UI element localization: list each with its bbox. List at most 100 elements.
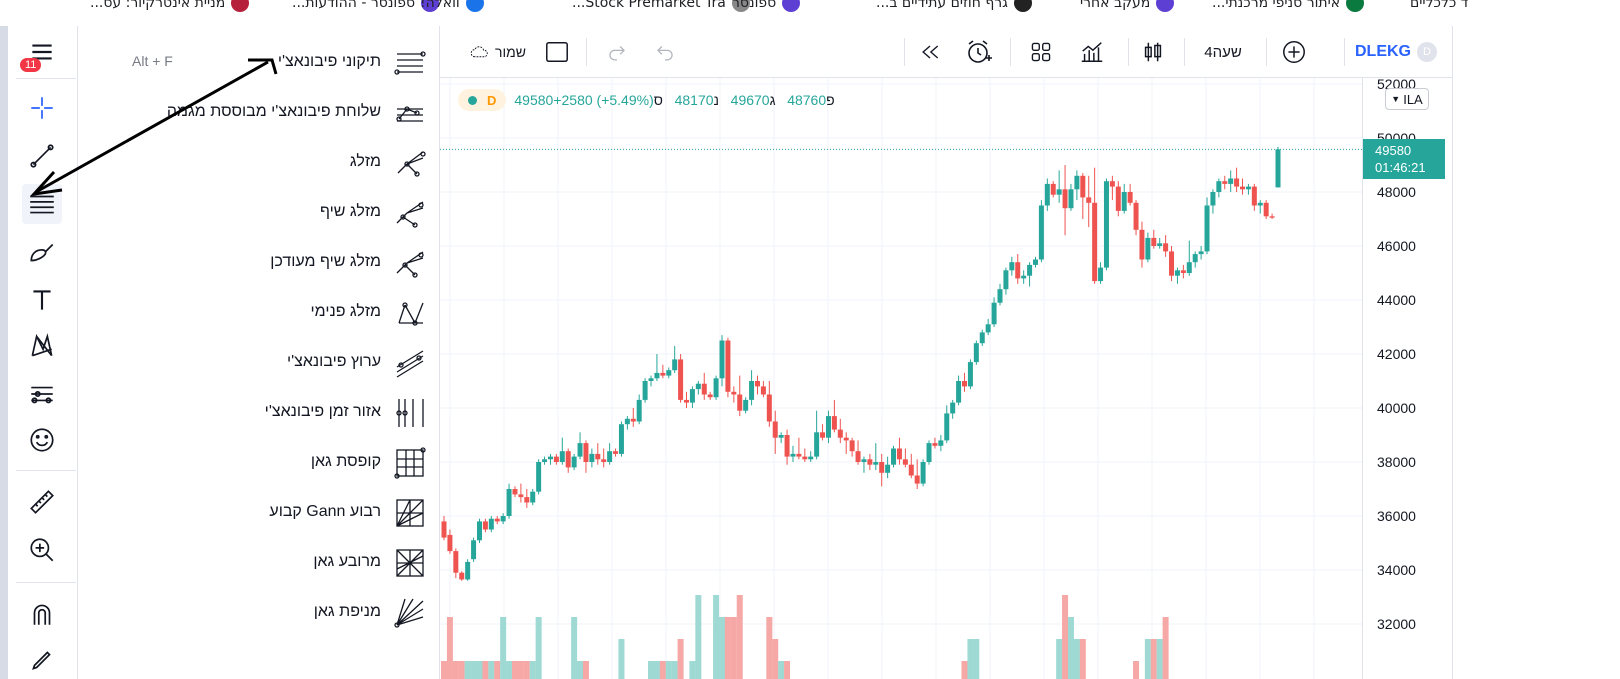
patterns-tool-button[interactable] xyxy=(22,326,62,366)
alert-button[interactable] xyxy=(962,36,996,68)
candle-body xyxy=(1015,262,1021,279)
magnet-icon xyxy=(33,604,51,625)
chart-type-button[interactable] xyxy=(1138,36,1168,68)
candle-body xyxy=(471,540,477,560)
candle-body xyxy=(855,451,861,462)
ruler-tool-button[interactable] xyxy=(22,482,62,522)
bookmark-item[interactable]: ספונסר xyxy=(732,0,801,12)
crosshair-tool-button[interactable] xyxy=(22,88,62,128)
currency-button[interactable]: ▼ ILA xyxy=(1385,88,1429,110)
price-tick-label: 46000 xyxy=(1377,238,1416,254)
flyout-item-fib-retracement[interactable]: תיקוני פיבונאצ'י xyxy=(278,42,427,82)
candle-body xyxy=(607,451,613,462)
schiff-pitchfork-icon xyxy=(393,195,427,229)
candle-body xyxy=(1121,192,1127,211)
mercantile-icon xyxy=(1346,0,1365,12)
save-button[interactable]: שמור xyxy=(470,36,526,68)
flyout-item-fib-extension[interactable]: שלוחת פיבונאצ'י מבוססת מגמה xyxy=(167,92,427,132)
high-label: ג xyxy=(769,92,776,108)
symbol-name: DLEKG xyxy=(1355,43,1411,60)
flyout-item-label: אזור זמן פיבונאצ'י xyxy=(264,403,381,420)
flyout-item-gann-fan[interactable]: מניפת גאן xyxy=(314,592,427,632)
save-label: שמור xyxy=(495,44,526,60)
pencil-tool-button[interactable] xyxy=(22,640,62,679)
volume-bar xyxy=(535,617,542,679)
candle-body xyxy=(1251,186,1257,206)
candle-body xyxy=(589,453,595,462)
flyout-item-pitchfork[interactable]: מזלג xyxy=(350,142,427,182)
flyout-item-gann-square-fixed[interactable]: רבוע Gann קבוע xyxy=(269,492,427,532)
candle-body xyxy=(737,394,743,411)
symbol-search-button[interactable]: DLEKG D xyxy=(1352,36,1440,68)
undo-button[interactable] xyxy=(650,36,680,68)
high-value: 49670 xyxy=(730,92,770,108)
candle-body xyxy=(530,491,536,503)
volume-bar xyxy=(695,595,702,679)
candle-body xyxy=(1216,181,1222,192)
redo-button[interactable] xyxy=(602,36,632,68)
magnet-tool-button[interactable] xyxy=(22,594,62,634)
interval-button[interactable]: 4שעה xyxy=(1194,36,1252,68)
gann-box-icon xyxy=(393,445,427,479)
compare-symbol-button[interactable] xyxy=(1278,36,1310,68)
flyout-item-gann-square[interactable]: מרובע גאן xyxy=(313,542,427,582)
price-axis[interactable]: 52000 50000 48000 46000 44000 42000 40000 38000… xyxy=(1362,76,1452,679)
flyout-item-gann-box[interactable]: קופסת גאן xyxy=(311,442,427,482)
candle-body xyxy=(743,399,749,411)
bookmark-item[interactable]: גרף חוזים עתידיים ב... xyxy=(876,0,1032,12)
flyout-item-fib-time-zone[interactable]: אזור זמן פיבונאצ'י xyxy=(265,392,427,432)
flyout-item-fib-channel[interactable]: ערוץ פיבונאצ'י xyxy=(287,342,427,382)
header-separator xyxy=(904,38,905,66)
volume-bar xyxy=(973,639,980,679)
header-separator xyxy=(1266,38,1267,66)
volume-bar xyxy=(713,595,720,679)
patterns-icon xyxy=(31,333,53,357)
bookmark-item[interactable]: Stock Premarket Tra... xyxy=(572,0,750,12)
zoom-in-tool-button[interactable] xyxy=(22,530,62,570)
prediction-icon xyxy=(31,386,53,404)
text-tool-button[interactable] xyxy=(22,280,62,320)
emoji-tool-button[interactable] xyxy=(22,420,62,460)
volume-bar xyxy=(784,661,791,679)
fullscreen-button[interactable] xyxy=(542,36,572,68)
bookmark-item[interactable]: מעקב אחרי xyxy=(1080,0,1175,12)
fib-tools-flyout: Alt + F תיקוני פיבונאצ'י שלוחת פיבונאצ'י … xyxy=(80,26,440,679)
hotkey-hint: Alt + F xyxy=(132,53,173,69)
flyout-item-schiff-pitchfork[interactable]: מזלג שיף xyxy=(320,192,427,232)
flyout-item-inside-pitchfork[interactable]: מזלג פנימי xyxy=(311,292,428,332)
bookmark-item[interactable]: מניית אינטרקיור: עס... xyxy=(90,0,250,12)
flyout-item-label: מזלג xyxy=(349,153,381,170)
candle-body xyxy=(689,389,695,403)
replay-button[interactable] xyxy=(914,36,946,68)
legend-status-chip[interactable]: D xyxy=(458,89,507,111)
bookmark-item[interactable]: ספונסר - ההודעות... xyxy=(292,0,440,12)
candle-body xyxy=(1169,251,1175,276)
rewind-icon xyxy=(922,45,939,59)
trend-line-tool-button[interactable] xyxy=(22,136,62,176)
bookmark-item[interactable]: איתור סניפי מרכנתי... xyxy=(1212,0,1365,12)
prediction-tool-button[interactable] xyxy=(22,374,62,414)
investing-icon xyxy=(1013,0,1032,12)
empty-area xyxy=(1472,0,1620,679)
brush-tool-button[interactable] xyxy=(22,232,62,272)
candle-body xyxy=(613,451,619,454)
candle-body xyxy=(648,378,654,381)
chart-pane[interactable] xyxy=(440,78,1362,679)
fib-tool-button[interactable] xyxy=(22,184,62,224)
indicators-button[interactable] xyxy=(1076,36,1108,68)
candle-body xyxy=(553,456,559,462)
volume-bar xyxy=(577,661,584,679)
candle-body xyxy=(1050,183,1056,195)
undo-icon xyxy=(657,46,673,61)
candle-body xyxy=(926,443,932,462)
price-tick-label: 32000 xyxy=(1377,616,1416,632)
layouts-button[interactable] xyxy=(1026,36,1056,68)
flyout-item-modified-schiff[interactable]: מזלג שיף מעודכן xyxy=(270,242,427,282)
volume-bar xyxy=(511,661,518,679)
volume-bar xyxy=(464,661,471,679)
candle-body xyxy=(577,443,583,457)
volume-bar xyxy=(736,595,743,679)
price-chart[interactable] xyxy=(440,78,1362,679)
bookmark-item[interactable]: וואלה! xyxy=(420,0,484,12)
candle-body xyxy=(701,383,707,395)
